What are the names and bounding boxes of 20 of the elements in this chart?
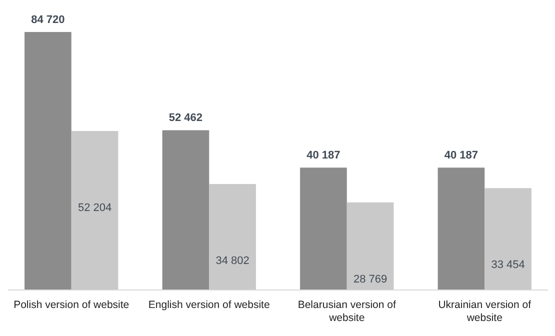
data-label: 40 187 <box>444 150 478 162</box>
bar <box>162 130 210 290</box>
data-label: 28 769 <box>353 273 388 286</box>
bar <box>24 32 72 290</box>
data-label: 52 462 <box>168 112 203 124</box>
bar <box>71 131 118 290</box>
x-tick-label: Polish version of website <box>14 299 130 311</box>
bar <box>346 202 394 290</box>
data-label: 52 204 <box>78 202 112 214</box>
data-label: 40 187 <box>306 150 340 162</box>
x-tick-label: English version of website <box>148 299 270 311</box>
x-tick-label: Belarusian version of website <box>298 299 396 324</box>
bar <box>438 168 485 290</box>
data-label: 34 802 <box>216 255 250 268</box>
bar <box>209 184 256 290</box>
x-tick-label: Ukrainian version of website <box>438 299 532 324</box>
bar <box>484 188 532 290</box>
data-label: 33 454 <box>491 259 525 272</box>
bar <box>300 168 347 290</box>
data-label: 84 720 <box>31 14 65 26</box>
